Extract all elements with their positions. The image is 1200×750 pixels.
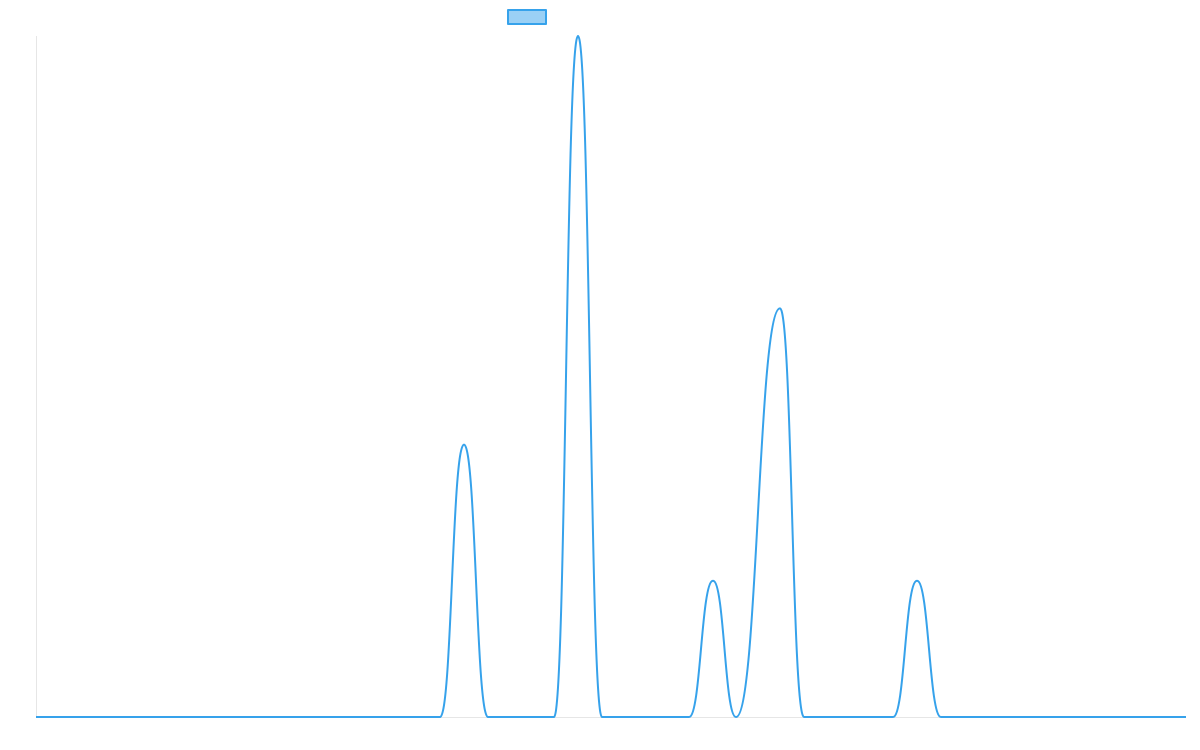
legend-swatch[interactable] [507,9,547,25]
series-line [35,35,1186,719]
